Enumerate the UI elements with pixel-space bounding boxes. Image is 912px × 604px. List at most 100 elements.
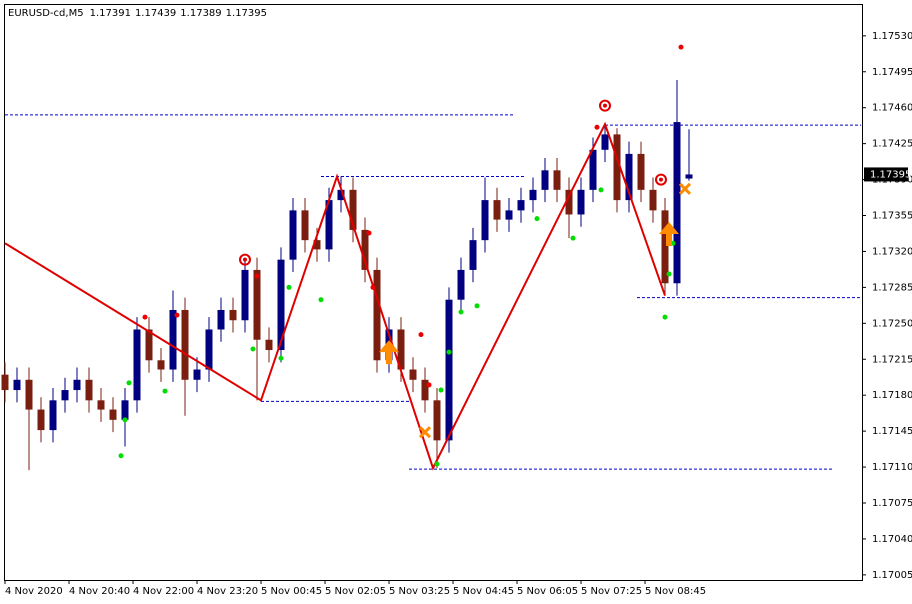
sell-dots (678, 44, 684, 50)
buy-dots (438, 387, 444, 393)
sell-dots (370, 284, 376, 290)
sell-dots (174, 312, 180, 318)
y-tick-label: 1.17180 (872, 390, 912, 401)
circle-dot (603, 103, 607, 108)
y-tick-label: 1.17425 (872, 139, 912, 150)
candle-body (505, 210, 513, 220)
x-tick-label: 5 Nov 04:45 (453, 586, 514, 597)
candle-body (325, 200, 333, 250)
candle-body (433, 400, 441, 441)
candle-body (205, 329, 213, 370)
candle-body (577, 189, 585, 215)
candle-body (337, 189, 345, 201)
candle-body (625, 153, 633, 201)
candle-body (193, 369, 201, 380)
candle-body (301, 210, 309, 241)
candle-body (397, 329, 405, 370)
candle-body (493, 200, 501, 220)
buy-dots (286, 284, 292, 290)
candle-body (565, 189, 573, 215)
circle-dot (243, 257, 247, 262)
x-tick-label: 5 Nov 02:05 (325, 586, 386, 597)
candle-body (673, 122, 681, 284)
candle-body (469, 240, 477, 270)
y-tick-label: 1.17250 (872, 318, 912, 329)
x-tick-label: 4 Nov 23:20 (197, 586, 258, 597)
sell-dots (594, 124, 600, 130)
candle-body (217, 309, 225, 330)
candle-body (289, 210, 297, 260)
candle-body (49, 400, 57, 431)
target-circle (239, 253, 251, 266)
candle-body (373, 269, 381, 361)
y-tick-label: 1.17285 (872, 282, 912, 293)
candle-body (409, 369, 417, 380)
candle-body (637, 153, 645, 190)
sell-dots (366, 230, 372, 236)
candle-body (61, 390, 69, 401)
candle-body (457, 269, 465, 300)
candle-body (85, 379, 93, 401)
candle-body (553, 170, 561, 190)
cross (678, 182, 692, 195)
buy-dots (122, 417, 128, 423)
circle-ring (239, 253, 251, 266)
candle-body (421, 379, 429, 401)
x-tick-label: 4 Nov 22:00 (133, 586, 194, 597)
buy-dots (570, 235, 576, 241)
candle-body (649, 189, 657, 211)
candle-body (361, 229, 369, 270)
candle-body (541, 170, 549, 190)
candle-body (529, 189, 537, 201)
sell-dots (426, 382, 432, 388)
cross (418, 426, 432, 439)
header: EURUSD-cd,M5 1.17391 1.17439 1.17389 1.17395 (8, 8, 267, 19)
x-tick-label: 5 Nov 07:25 (581, 586, 642, 597)
candle-body (97, 400, 105, 410)
circle-ring (599, 99, 611, 112)
candle-body (313, 240, 321, 250)
buy-dots (318, 297, 324, 303)
up-arrow (659, 221, 679, 246)
target-circle (599, 99, 611, 112)
candle-body (133, 329, 141, 401)
low: 1.17389 (180, 8, 221, 19)
y-tick-label: 1.17320 (872, 246, 912, 257)
buy-dots (162, 388, 168, 394)
x-tick-label: 4 Nov 20:40 (69, 586, 130, 597)
candle-body (37, 409, 45, 431)
candle-body (277, 259, 285, 351)
buy-dots (278, 355, 284, 361)
candle-body (601, 134, 609, 150)
candle-body (349, 189, 357, 230)
candle-body (517, 200, 525, 211)
candle-body (253, 269, 261, 340)
buy-dots (458, 309, 464, 315)
candle-body (1, 374, 9, 391)
sell-dots (142, 314, 148, 320)
y-tick-label: 1.17355 (872, 211, 912, 222)
price-label-box (864, 167, 908, 182)
x-tick-label: 5 Nov 03:25 (389, 586, 450, 597)
candle-body (229, 309, 237, 321)
y-tick-label: 1.17040 (872, 534, 912, 545)
zigzag (4, 121, 666, 471)
buy-dots (598, 187, 604, 193)
candle-body (241, 269, 249, 321)
circle-ring (655, 173, 667, 186)
x-tick-label: 5 Nov 06:05 (517, 586, 578, 597)
candle-body (265, 339, 273, 351)
sell-dots (418, 332, 424, 338)
y-tick-label: 1.17215 (872, 354, 912, 365)
buy-dots (118, 453, 124, 459)
up-arrow (379, 340, 399, 365)
buy-dots (434, 461, 440, 467)
candle-body (13, 379, 21, 391)
candle-body (121, 400, 129, 420)
high: 1.17439 (135, 8, 176, 19)
x-tick-label: 4 Nov 2020 (5, 586, 63, 597)
buy-dots (250, 346, 256, 352)
buy-dots (126, 380, 132, 386)
